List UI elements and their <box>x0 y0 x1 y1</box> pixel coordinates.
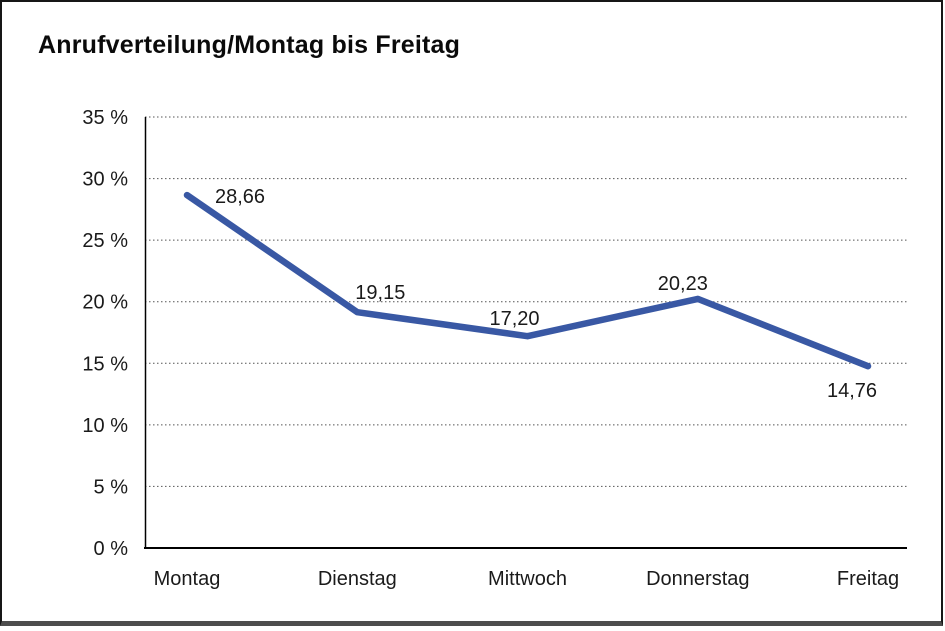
x-category-label: Dienstag <box>318 568 397 590</box>
y-tick-label: 0 % <box>94 538 129 560</box>
data-labels: 28,66 19,15 17,20 20,23 14,76 <box>215 186 877 402</box>
y-tick-label: 20 % <box>82 292 128 314</box>
x-category-label: Donnerstag <box>646 568 749 590</box>
series <box>183 191 872 370</box>
x-category-label: Freitag <box>837 568 899 590</box>
y-tick-label: 25 % <box>82 230 128 252</box>
data-label: 14,76 <box>827 380 877 402</box>
data-label: 28,66 <box>215 186 265 208</box>
series-line <box>183 191 872 370</box>
y-tick-label: 35 % <box>82 107 128 129</box>
y-tick-label: 15 % <box>82 353 128 375</box>
y-tick-labels: 0 % 5 % 10 % 15 % 20 % 25 % 30 % 35 % <box>82 107 128 560</box>
data-label: 17,20 <box>489 308 539 330</box>
data-label: 20,23 <box>658 273 708 295</box>
chart-title: Anrufverteilung/Montag bis Freitag <box>38 31 461 59</box>
y-tick-label: 10 % <box>82 415 128 437</box>
data-label: 19,15 <box>355 282 405 304</box>
y-tick-label: 5 % <box>94 476 129 498</box>
axes <box>144 117 907 549</box>
x-category-labels: Montag Dienstag Mittwoch Donnerstag Freitag <box>154 568 899 590</box>
y-tick-label: 30 % <box>82 169 128 191</box>
x-category-label: Montag <box>154 568 221 590</box>
gridlines <box>145 116 907 487</box>
x-category-label: Mittwoch <box>488 568 567 590</box>
